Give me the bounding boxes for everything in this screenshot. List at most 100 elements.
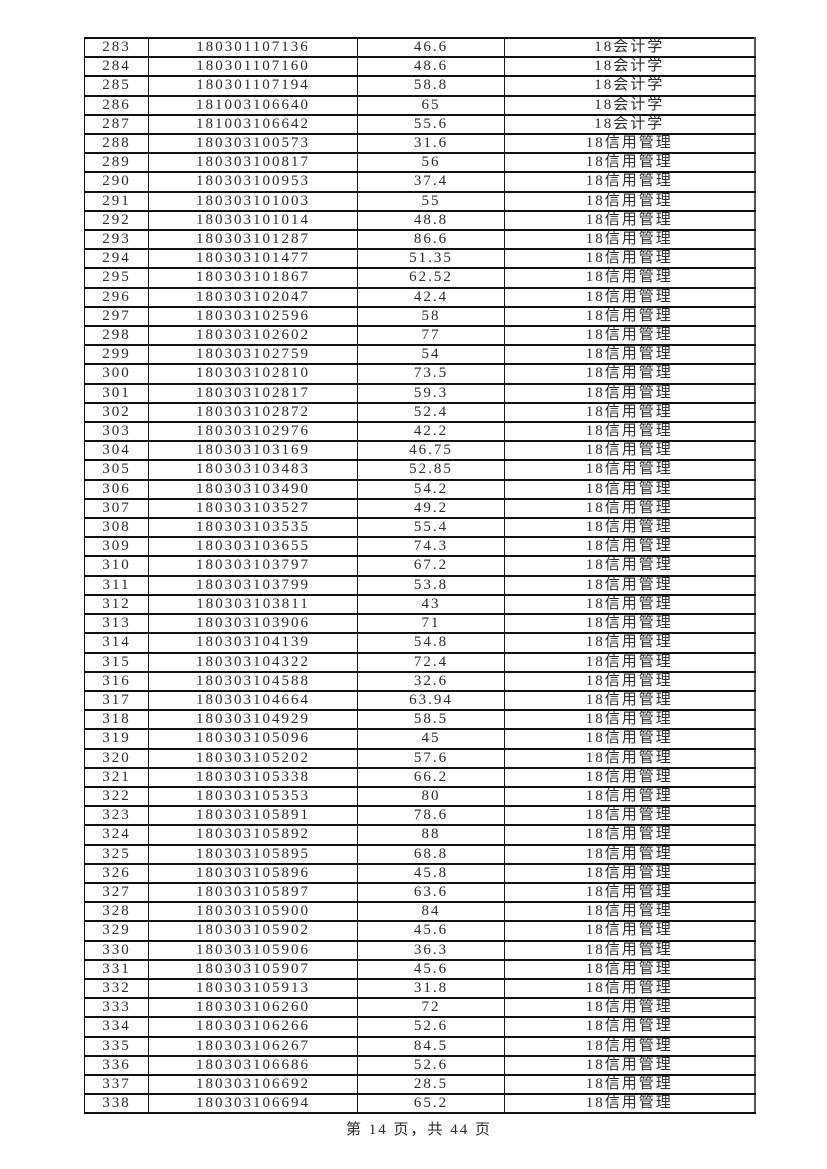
- table-row: 293 180303101287 86.6 18信用管理: [84, 229, 756, 251]
- row-number-cell: 295: [84, 267, 149, 289]
- row-number-cell: 322: [84, 785, 149, 808]
- score-cell: 58: [357, 305, 505, 328]
- table-body: 283 180301107136 46.6 18会计学 284 180301107160 4…: [84, 36, 756, 1115]
- exam-id-cell: 180303105897: [148, 881, 358, 904]
- row-number-cell: 283: [84, 36, 149, 59]
- row-number-cell: 287: [84, 113, 149, 136]
- table-row: 313 180303103906 71 18信用管理: [84, 613, 756, 635]
- row-number-cell: 311: [84, 574, 149, 596]
- row-number-cell: 303: [84, 421, 149, 443]
- table-row: 298 180303102602 77 18信用管理: [84, 325, 756, 347]
- row-number-cell: 302: [84, 401, 149, 424]
- exam-id-cell: 180303101014: [148, 209, 358, 232]
- score-cell: 42.2: [357, 421, 505, 443]
- row-number-cell: 330: [84, 939, 149, 961]
- score-cell: 36.3: [357, 939, 505, 961]
- exam-id-cell: 180303104929: [148, 709, 358, 731]
- exam-id-cell: 180303102810: [148, 363, 358, 385]
- score-cell: 71: [357, 613, 505, 635]
- exam-id-cell: 180303106694: [148, 1093, 358, 1115]
- exam-id-cell: 181003106640: [148, 94, 358, 116]
- major-cell: 18会计学: [504, 75, 756, 97]
- score-cell: 28.5: [357, 1073, 505, 1096]
- row-number-cell: 320: [84, 747, 149, 769]
- major-cell: 18信用管理: [504, 958, 756, 980]
- exam-id-cell: 180303105202: [148, 747, 358, 769]
- major-cell: 18信用管理: [504, 593, 756, 616]
- score-cell: 67.2: [357, 555, 505, 577]
- exam-id-cell: 180303101003: [148, 190, 358, 212]
- table-row: 322 180303105353 80 18信用管理: [84, 785, 756, 808]
- exam-id-cell: 180303102817: [148, 382, 358, 404]
- table-row: 300 180303102810 73.5 18信用管理: [84, 363, 756, 385]
- row-number-cell: 286: [84, 94, 149, 116]
- score-cell: 57.6: [357, 747, 505, 769]
- table-row: 331 180303105907 45.6 18信用管理: [84, 958, 756, 980]
- table-row: 306 180303103490 54.2 18信用管理: [84, 478, 756, 500]
- row-number-cell: 308: [84, 517, 149, 539]
- score-cell: 73.5: [357, 363, 505, 385]
- major-cell: 18信用管理: [504, 209, 756, 232]
- table-row: 285 180301107194 58.8 18会计学: [84, 75, 756, 97]
- table-row: 297 180303102596 58 18信用管理: [84, 305, 756, 328]
- exam-id-cell: 180303105907: [148, 958, 358, 980]
- major-cell: 18信用管理: [504, 152, 756, 174]
- table-row: 308 180303103535 55.4 18信用管理: [84, 517, 756, 539]
- exam-id-cell: 180303102047: [148, 286, 358, 308]
- table-row: 291 180303101003 55 18信用管理: [84, 190, 756, 212]
- table-row: 334 180303106266 52.6 18信用管理: [84, 1016, 756, 1038]
- score-cell: 58.8: [357, 75, 505, 97]
- row-number-cell: 284: [84, 56, 149, 78]
- table-row: 326 180303105896 45.8 18信用管理: [84, 862, 756, 884]
- score-cell: 51.35: [357, 248, 505, 270]
- exam-id-cell: 180303100817: [148, 152, 358, 174]
- major-cell: 18会计学: [504, 113, 756, 136]
- exam-id-cell: 180303103527: [148, 497, 358, 520]
- major-cell: 18信用管理: [504, 689, 756, 712]
- major-cell: 18信用管理: [504, 305, 756, 328]
- major-cell: 18信用管理: [504, 728, 756, 750]
- row-number-cell: 336: [84, 1054, 149, 1076]
- major-cell: 18信用管理: [504, 286, 756, 308]
- major-cell: 18会计学: [504, 94, 756, 116]
- exam-id-cell: 180303105896: [148, 862, 358, 884]
- exam-id-cell: 180301107194: [148, 75, 358, 97]
- score-cell: 63.94: [357, 689, 505, 712]
- table-row: 283 180301107136 46.6 18会计学: [84, 36, 756, 59]
- score-cell: 56: [357, 152, 505, 174]
- major-cell: 18信用管理: [504, 1073, 756, 1096]
- row-number-cell: 293: [84, 229, 149, 251]
- exam-id-cell: 180303104139: [148, 632, 358, 654]
- table-row: 320 180303105202 57.6 18信用管理: [84, 747, 756, 769]
- row-number-cell: 329: [84, 920, 149, 942]
- table-row: 323 180303105891 78.6 18信用管理: [84, 805, 756, 827]
- score-cell: 52.6: [357, 1016, 505, 1038]
- major-cell: 18信用管理: [504, 997, 756, 1019]
- row-number-cell: 338: [84, 1093, 149, 1115]
- table-row: 290 180303100953 37.4 18信用管理: [84, 171, 756, 193]
- row-number-cell: 301: [84, 382, 149, 404]
- table-row: 314 180303104139 54.8 18信用管理: [84, 632, 756, 654]
- score-cell: 54.2: [357, 478, 505, 500]
- score-cell: 66.2: [357, 766, 505, 788]
- row-number-cell: 326: [84, 862, 149, 884]
- major-cell: 18信用管理: [504, 977, 756, 1000]
- table-row: 332 180303105913 31.8 18信用管理: [84, 977, 756, 1000]
- row-number-cell: 324: [84, 824, 149, 846]
- major-cell: 18信用管理: [504, 785, 756, 808]
- major-cell: 18信用管理: [504, 267, 756, 289]
- row-number-cell: 307: [84, 497, 149, 520]
- score-cell: 45: [357, 728, 505, 750]
- exam-id-cell: 180303103655: [148, 536, 358, 558]
- row-number-cell: 290: [84, 171, 149, 193]
- table-row: 337 180303106692 28.5 18信用管理: [84, 1073, 756, 1096]
- major-cell: 18信用管理: [504, 1093, 756, 1115]
- exam-id-cell: 180303106260: [148, 997, 358, 1019]
- exam-id-cell: 180303100953: [148, 171, 358, 193]
- row-number-cell: 289: [84, 152, 149, 174]
- table-row: 289 180303100817 56 18信用管理: [84, 152, 756, 174]
- row-number-cell: 294: [84, 248, 149, 270]
- table-row: 312 180303103811 43 18信用管理: [84, 593, 756, 616]
- row-number-cell: 337: [84, 1073, 149, 1096]
- exam-id-cell: 180303102759: [148, 344, 358, 366]
